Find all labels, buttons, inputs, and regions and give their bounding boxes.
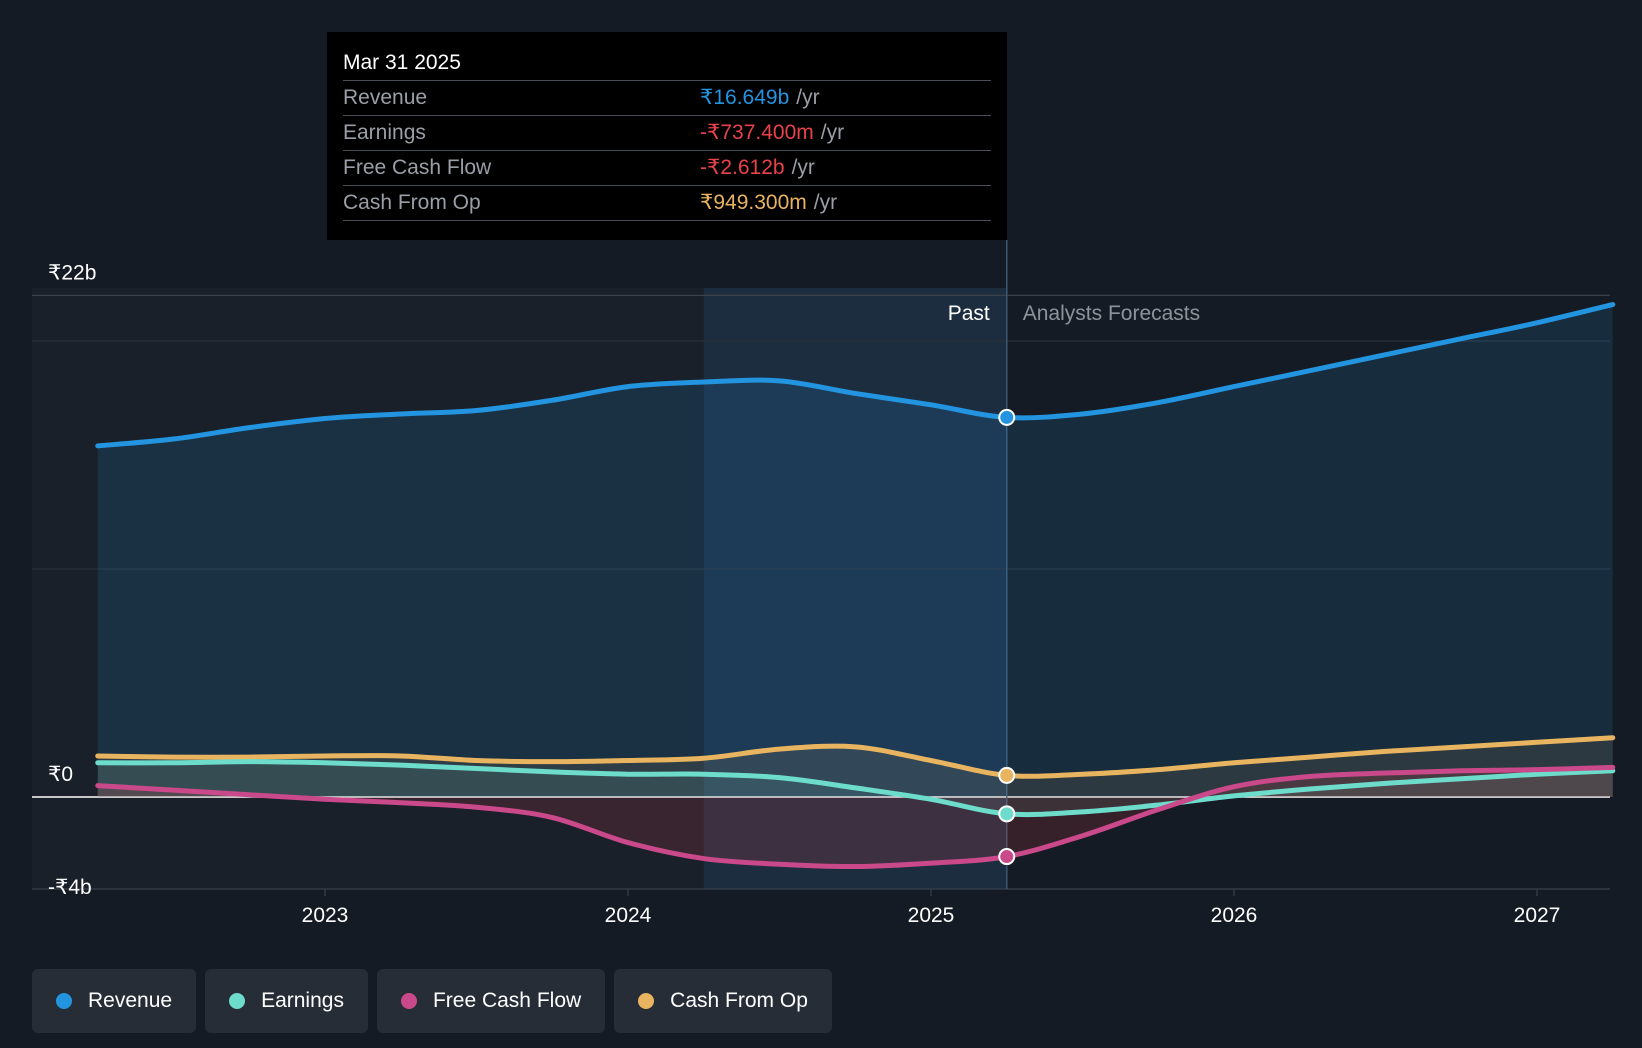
cash-from-op-marker (998, 766, 1016, 784)
x-tick-label: 2026 (1211, 904, 1258, 927)
y-tick-label: -₹4b (48, 876, 92, 899)
earnings-marker (998, 805, 1016, 823)
tooltip-unit: /yr (813, 191, 838, 214)
free-cash-flow-marker (998, 848, 1016, 866)
tooltip-row-free-cash-flow: Free Cash Flow -₹2.612b /yr (343, 151, 991, 186)
y-tick-label: ₹0 (48, 763, 73, 786)
legend-label: Free Cash Flow (432, 989, 582, 1012)
tooltip-panel: Mar 31 2025 Revenue ₹16.649b /yr Earning… (327, 32, 1007, 240)
legend-item-free-cash-flow[interactable]: Free Cash Flow (376, 969, 606, 1033)
tooltip-unit: /yr (791, 156, 815, 179)
legend-label: Revenue (88, 989, 173, 1012)
revenue-marker (998, 408, 1016, 426)
cash-from-op-area (97, 737, 1613, 797)
legend-item-revenue[interactable]: Revenue (32, 969, 197, 1033)
tooltip-label: Revenue (343, 86, 428, 109)
revenue-dot-icon (56, 993, 72, 1009)
x-tick-label: 2027 (1514, 904, 1561, 927)
revenue-line (95, 302, 1616, 449)
free-cash-flow-area (97, 767, 1613, 867)
cash-from-op-line (95, 735, 1616, 779)
tooltip-date: Mar 31 2025 (343, 46, 991, 81)
free-cash-flow-line (95, 764, 1616, 870)
past-label: Past (948, 302, 990, 325)
tooltip-row-revenue: Revenue ₹16.649b /yr (343, 81, 991, 116)
free-cash-flow-dot-icon (400, 993, 417, 1009)
legend-label: Earnings (261, 989, 344, 1012)
tooltip-value: ₹16.649b (700, 86, 790, 109)
x-tick-label: 2023 (302, 904, 349, 927)
y-tick-label: ₹22b (48, 261, 96, 284)
tooltip-row-cash-from-op: Cash From Op ₹949.300m /yr (343, 186, 991, 221)
legend-item-earnings[interactable]: Earnings (205, 969, 368, 1033)
revenue-area (97, 304, 1613, 797)
forecast-label: Analysts Forecasts (1023, 302, 1200, 325)
tooltip-value: -₹2.612b (700, 156, 785, 179)
tooltip-value: ₹949.300m (700, 191, 807, 214)
chart-legend: Revenue Earnings Free Cash Flow Cash Fro… (32, 969, 832, 1033)
earnings-dot-icon (229, 993, 246, 1009)
earnings-line (95, 759, 1616, 818)
legend-label: Cash From Op (670, 989, 808, 1012)
tooltip-label: Earnings (343, 121, 426, 144)
x-tick-label: 2025 (908, 904, 955, 927)
legend-item-cash-from-op[interactable]: Cash From Op (614, 969, 832, 1033)
x-tick-label: 2024 (605, 904, 652, 927)
tooltip-unit: /yr (796, 86, 820, 109)
tooltip-unit: /yr (820, 121, 845, 144)
tooltip-value: -₹737.400m (700, 121, 814, 144)
tooltip-label: Cash From Op (343, 191, 481, 214)
tooltip-label: Free Cash Flow (343, 156, 492, 179)
cash-from-op-dot-icon (638, 993, 655, 1009)
tooltip-row-earnings: Earnings -₹737.400m /yr (343, 116, 991, 151)
